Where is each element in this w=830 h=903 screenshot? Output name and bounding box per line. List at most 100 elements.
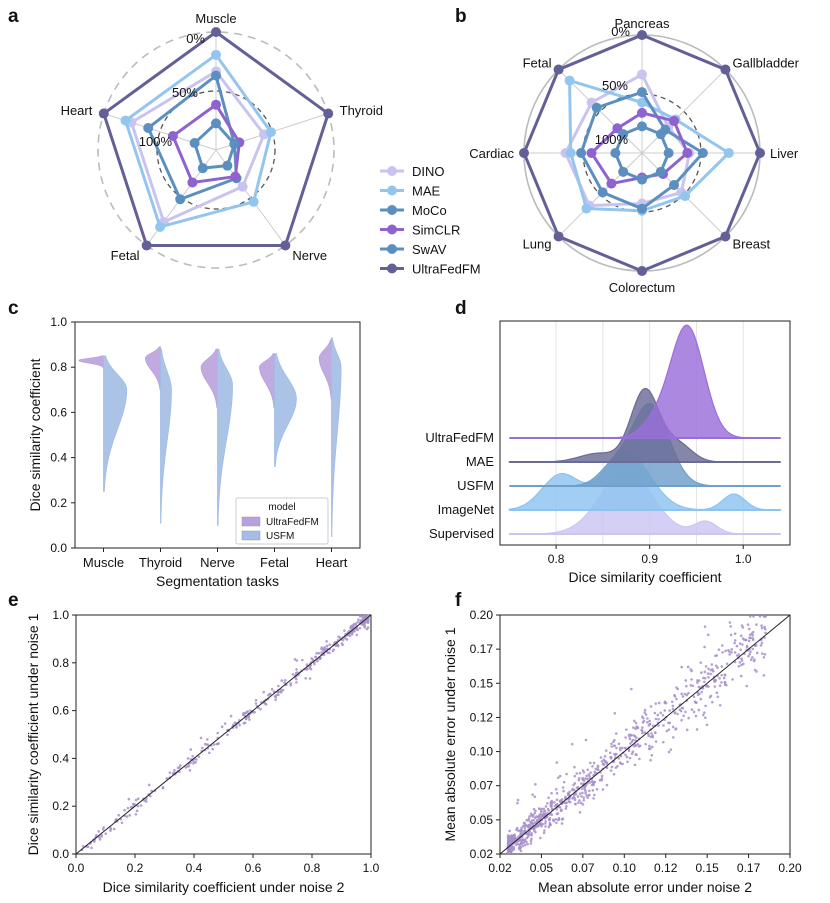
scatter-point: [315, 652, 318, 655]
radar-point-moco: [597, 187, 608, 198]
radar-series-mae: [123, 52, 273, 229]
scatter-point: [747, 654, 750, 658]
x-tick-label: 0.12: [654, 861, 678, 875]
scatter-point: [553, 804, 557, 808]
scatter-point: [536, 815, 540, 819]
x-tick-label: 0.8: [548, 552, 565, 566]
y-tick-label: 0.0: [50, 541, 67, 555]
radar-point-simclr: [586, 148, 597, 158]
radar-point-mae: [581, 203, 592, 214]
scatter-point: [542, 831, 546, 835]
legend-label: SimCLR: [412, 223, 460, 238]
scatter-point: [542, 807, 546, 811]
scatter-point: [186, 765, 189, 768]
scatter-point: [147, 783, 151, 787]
legend-label: MAE: [412, 184, 441, 199]
scatter-point: [254, 698, 258, 702]
scatter-point: [682, 714, 685, 718]
scatter-point: [709, 694, 713, 698]
scatter-point: [547, 796, 550, 800]
scatter-point: [755, 651, 759, 655]
scatter-point: [681, 695, 685, 698]
scatter-point: [745, 646, 749, 649]
radar-point-moco: [637, 203, 647, 214]
scatter-point: [205, 743, 208, 746]
scatter-point: [654, 717, 658, 721]
radar-point-ultrafedfm: [637, 266, 647, 276]
radar-axis-label: Thyroid: [340, 103, 383, 118]
scatter-point: [690, 678, 693, 681]
y-tick-label: 0.05: [470, 813, 494, 827]
scatter-point: [591, 789, 595, 792]
radar-point-simclr: [669, 115, 680, 126]
legend-marker: [387, 185, 397, 196]
scatter-point: [572, 783, 575, 787]
scatter-point: [661, 713, 665, 717]
violin-half-usfm: [103, 355, 128, 492]
scatter-point: [540, 815, 543, 819]
scatter-point: [707, 667, 710, 671]
scatter-point: [567, 798, 570, 801]
scatter-point: [689, 684, 693, 687]
radar-point-ultrafedfm: [553, 231, 564, 242]
radar-point-simclr: [230, 171, 241, 182]
scatter-point: [694, 714, 698, 718]
scatter-point: [519, 849, 523, 853]
scatter-point: [128, 814, 132, 817]
radar-ring-label: 50%: [172, 85, 198, 100]
scatter-point: [591, 764, 594, 768]
scatter-point: [279, 690, 283, 694]
scatter-point: [662, 740, 665, 744]
scatter-point: [680, 665, 683, 669]
scatter-point: [319, 656, 322, 660]
scatter-point: [512, 845, 516, 849]
scatter-point: [584, 777, 587, 780]
scatter-point: [527, 833, 531, 836]
scatter-point: [733, 651, 737, 654]
scatter-point: [629, 742, 632, 745]
y-tick-label: 0.0: [52, 847, 69, 861]
scatter-point: [643, 731, 647, 734]
scatter-point: [178, 764, 182, 767]
scatter-point: [685, 728, 689, 732]
scatter-point: [585, 774, 588, 778]
scatter-point: [754, 643, 758, 647]
legend-swatch: [241, 530, 261, 541]
scatter-point: [594, 767, 598, 771]
scatter-point: [317, 651, 321, 655]
scatter-point: [670, 700, 674, 704]
scatter-point: [667, 750, 671, 754]
ridge-label: MAE: [466, 454, 495, 469]
scatter-point: [625, 755, 629, 759]
x-tick-label: 0.9: [641, 552, 658, 566]
scatter-point: [603, 760, 607, 764]
y-tick-label: 0.07: [470, 779, 494, 793]
scatter-point: [291, 673, 295, 676]
scatter-point: [310, 657, 313, 660]
scatter-point: [350, 631, 353, 635]
scatter-point: [98, 838, 102, 841]
scatter-point: [587, 793, 591, 797]
scatter-point: [534, 830, 537, 834]
scatter-point: [747, 627, 751, 631]
axes-frame: [499, 614, 791, 855]
legend-marker: [387, 244, 397, 254]
legend-label: DINO: [412, 164, 445, 179]
scatter-point: [562, 789, 565, 793]
legend-marker: [387, 224, 397, 235]
scatter-point: [565, 772, 568, 776]
scatter-point: [699, 697, 703, 701]
scatter-point: [254, 702, 258, 705]
panel-label-a: a: [8, 6, 19, 27]
scatter-point: [526, 842, 529, 846]
scatter-point: [722, 676, 726, 680]
x-tick-label: 0.05: [530, 861, 554, 875]
scatter-point: [556, 812, 560, 815]
scatter-point: [633, 735, 637, 738]
violin-half-usfm: [160, 348, 172, 524]
scatter-point: [104, 832, 108, 835]
scatter-point: [657, 701, 661, 705]
scatter-point: [313, 662, 316, 666]
scatter-point: [533, 795, 537, 799]
scatter-point: [650, 732, 653, 735]
